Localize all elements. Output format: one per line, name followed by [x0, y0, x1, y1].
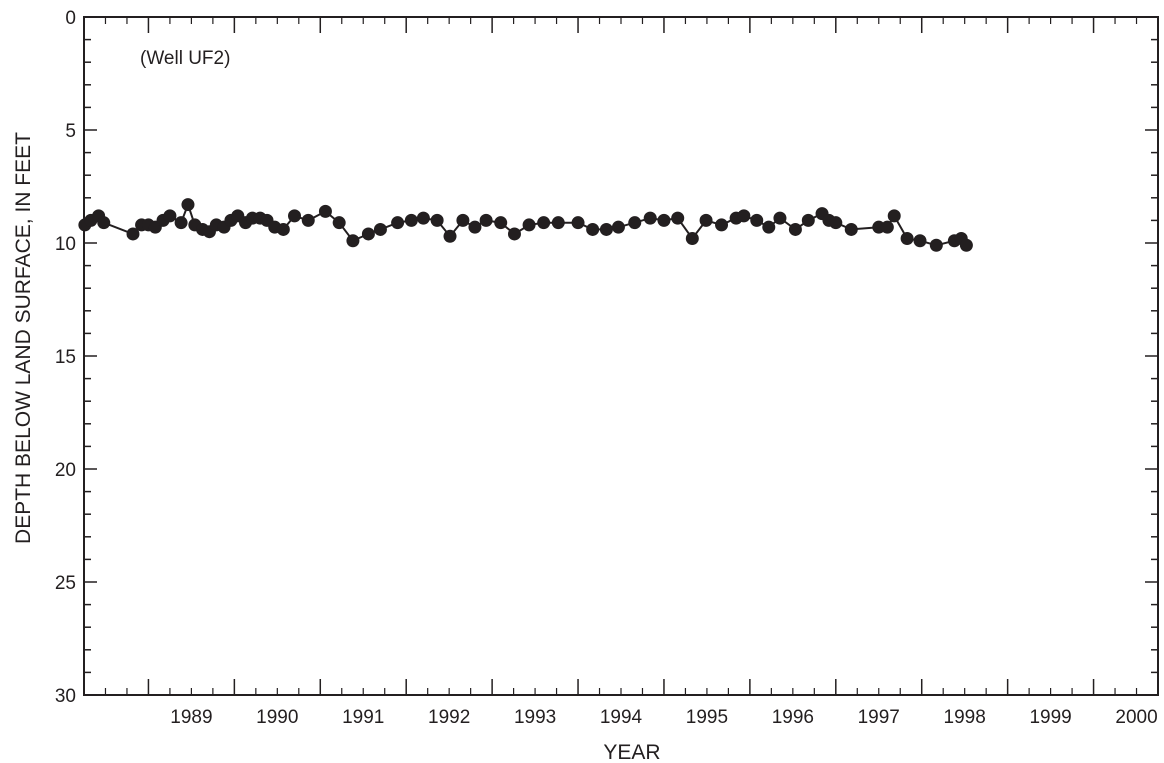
data-point: [643, 211, 657, 225]
data-point: [430, 213, 444, 227]
y-axis: 0 5 10 15 20 25 30: [55, 8, 1158, 707]
data-point: [887, 209, 901, 223]
data-points: [78, 198, 973, 252]
data-point: [288, 209, 302, 223]
data-point: [844, 222, 858, 236]
x-axis-title: YEAR: [603, 741, 660, 763]
data-point: [346, 234, 360, 248]
data-point: [788, 222, 802, 236]
y-tick-label: 25: [55, 573, 76, 594]
data-point: [657, 213, 671, 227]
data-point: [801, 213, 815, 227]
x-tick-label: 1995: [686, 707, 728, 728]
data-point: [276, 222, 290, 236]
data-point: [929, 238, 943, 252]
data-point: [762, 220, 776, 234]
data-point: [126, 227, 140, 241]
data-point: [571, 216, 585, 230]
x-tick-label: 1993: [514, 707, 556, 728]
data-point: [829, 216, 843, 230]
data-point: [913, 234, 927, 248]
data-point: [507, 227, 521, 241]
x-tick-label: 2000: [1115, 707, 1157, 728]
data-point: [494, 216, 508, 230]
data-point: [715, 218, 729, 232]
x-tick-label: 1998: [944, 707, 986, 728]
data-point: [611, 220, 625, 234]
data-point: [97, 216, 111, 230]
y-tick-label: 0: [65, 8, 76, 29]
y-tick-label: 10: [55, 234, 76, 255]
data-point: [959, 238, 973, 252]
data-point: [628, 216, 642, 230]
data-point: [685, 231, 699, 245]
x-tick-label: 1991: [342, 707, 384, 728]
data-point: [416, 211, 430, 225]
plot-frame: [83, 16, 1159, 696]
data-point: [671, 211, 685, 225]
x-tick-label: 1992: [428, 707, 470, 728]
data-point: [361, 227, 375, 241]
y-tick-label: 20: [55, 460, 76, 481]
x-tick-label: 1990: [256, 707, 298, 728]
data-point: [773, 211, 787, 225]
data-point: [479, 213, 493, 227]
data-point: [456, 213, 470, 227]
data-point: [404, 213, 418, 227]
x-tick-label: 1999: [1029, 707, 1071, 728]
data-point: [551, 216, 565, 230]
data-point: [301, 213, 315, 227]
data-point: [318, 204, 332, 218]
x-tick-label: 1997: [858, 707, 900, 728]
x-tick-label: 1989: [170, 707, 212, 728]
data-point: [174, 216, 188, 230]
data-point: [468, 220, 482, 234]
data-point: [880, 220, 894, 234]
well-annotation: (Well UF2): [140, 48, 230, 69]
data-point: [332, 216, 346, 230]
y-axis-title: DEPTH BELOW LAND SURFACE, IN FEET: [12, 132, 35, 544]
data-point: [586, 222, 600, 236]
x-tick-label: 1996: [772, 707, 814, 728]
y-tick-label: 5: [65, 121, 76, 142]
data-point: [163, 209, 177, 223]
data-point: [699, 213, 713, 227]
data-point: [900, 231, 914, 245]
x-tick-label: 1994: [600, 707, 643, 728]
y-tick-label: 30: [55, 686, 76, 707]
x-axis: 1989 1990 1991 1992 1993 1994 1995 1996 1997 1998…: [104, 17, 1158, 728]
data-point: [750, 213, 764, 227]
data-point: [737, 209, 751, 223]
y-tick-label: 15: [55, 347, 76, 368]
data-point: [522, 218, 536, 232]
data-point: [599, 222, 613, 236]
data-point: [391, 216, 405, 230]
data-point: [537, 216, 551, 230]
data-point: [373, 222, 387, 236]
data-point: [443, 229, 457, 243]
data-point: [181, 198, 195, 212]
